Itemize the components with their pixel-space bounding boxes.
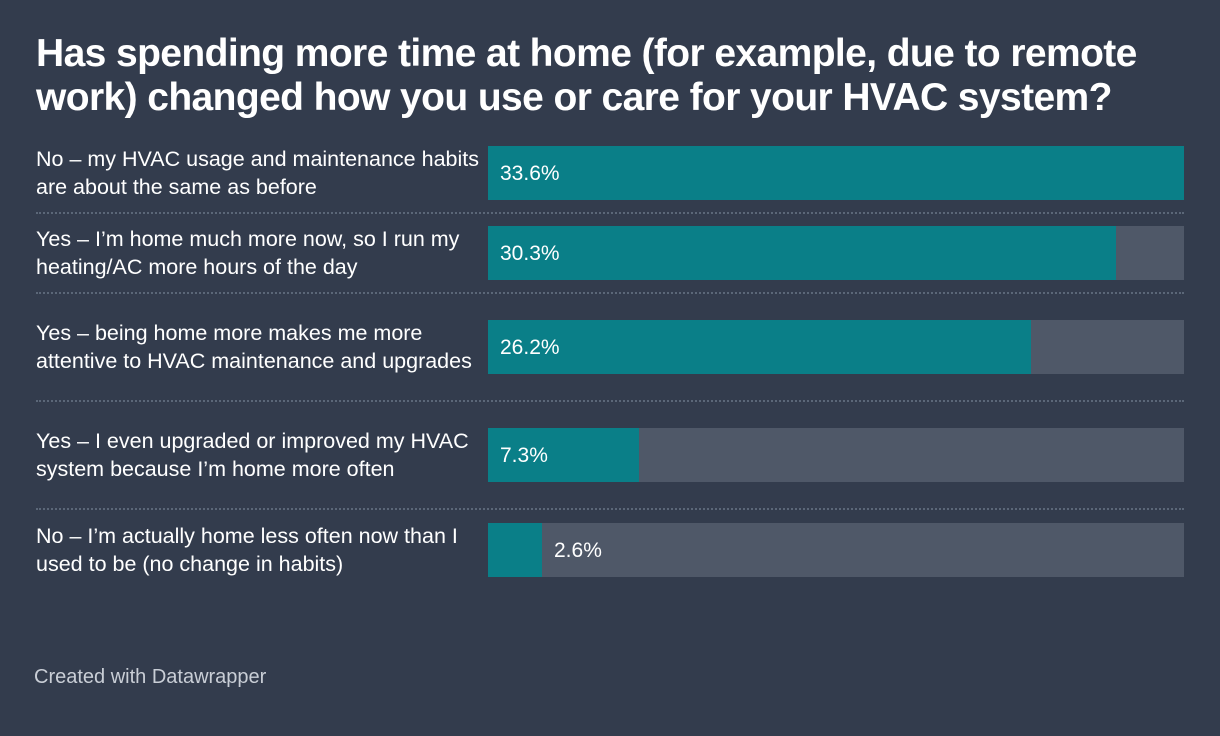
category-label: Yes – I’m home much more now, so I run m…: [36, 227, 460, 279]
bar-row: No – my HVAC usage and maintenance habit…: [36, 134, 1184, 214]
bar-track: 26.2%: [488, 320, 1184, 374]
bar-svg: 33.6%: [488, 146, 1184, 200]
bar-svg: 26.2%: [488, 320, 1184, 374]
bar-background: [488, 523, 1184, 577]
bar[interactable]: [488, 320, 1031, 374]
bar-row: Yes – being home more makes me more atte…: [36, 294, 1184, 402]
bar[interactable]: [488, 523, 542, 577]
value-label: 7.3%: [500, 444, 548, 467]
chart-title: Has spending more time at home (for exam…: [36, 32, 1137, 119]
bar-track: 33.6%: [488, 146, 1184, 200]
bar-row: Yes – I’m home much more now, so I run m…: [36, 214, 1184, 294]
category-label: No – I’m actually home less often now th…: [36, 524, 458, 576]
value-label: 26.2%: [500, 336, 560, 359]
credit-text[interactable]: Created with Datawrapper: [34, 666, 267, 688]
bar-track: 2.6%: [488, 523, 1184, 577]
bar[interactable]: [488, 226, 1116, 280]
bar[interactable]: [488, 428, 639, 482]
category-label: No – my HVAC usage and maintenance habit…: [36, 147, 479, 199]
bar-svg: 2.6%: [488, 523, 1184, 577]
value-label: 33.6%: [500, 162, 560, 185]
bar-track: 30.3%: [488, 226, 1184, 280]
bar[interactable]: [488, 146, 1184, 200]
bar-rows: No – my HVAC usage and maintenance habit…: [36, 134, 1184, 590]
bar-svg: 30.3%: [488, 226, 1184, 280]
category-label: Yes – being home more makes me more atte…: [36, 321, 472, 373]
category-label: Yes – I even upgraded or improved my HVA…: [36, 429, 469, 481]
bar-row: Yes – I even upgraded or improved my HVA…: [36, 402, 1184, 510]
value-label: 2.6%: [554, 539, 602, 562]
value-label: 30.3%: [500, 242, 560, 265]
bar-row: No – I’m actually home less often now th…: [36, 510, 1184, 590]
bar-track: 7.3%: [488, 428, 1184, 482]
bar-svg: 7.3%: [488, 428, 1184, 482]
